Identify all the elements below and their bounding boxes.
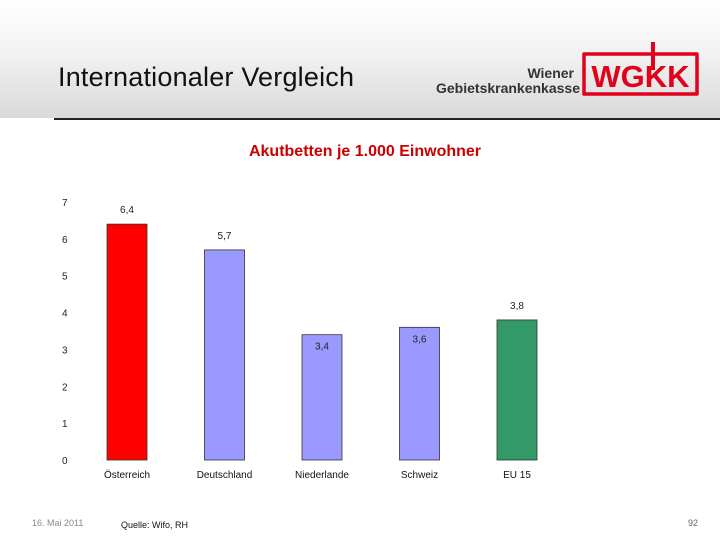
- category-label: Deutschland: [197, 470, 253, 481]
- bar: [204, 249, 245, 461]
- footer-source: Quelle: Wifo, RH: [121, 520, 189, 530]
- bar: [399, 326, 440, 461]
- bar-value-label: 3,8: [510, 301, 524, 312]
- bar-value-label: 3,4: [315, 342, 329, 353]
- category-label: EU 15: [503, 470, 531, 481]
- page-number: 92: [687, 518, 698, 528]
- bar-value-label: 3,6: [413, 334, 427, 345]
- bar: [106, 223, 148, 461]
- category-label: Schweiz: [401, 470, 438, 481]
- organization-name-line2: Gebietskrankenkasse: [436, 80, 580, 96]
- y-tick-label: 3: [62, 345, 68, 356]
- category-label: Österreich: [104, 469, 150, 481]
- slide-title: Internationaler Vergleich: [58, 62, 355, 92]
- y-tick-label: 1: [62, 419, 68, 430]
- y-tick-label: 5: [62, 272, 68, 283]
- wgkk-logo-icon: WGKK: [582, 42, 699, 96]
- y-tick-label: 6: [62, 235, 68, 246]
- bar-chart: 0 1 2 3 4 5 6 7 6,4 Österreich 5,7 Deutschland 3,4 Ni…: [62, 198, 562, 481]
- bar: [301, 334, 343, 461]
- y-tick-label: 0: [62, 456, 68, 467]
- bar: [496, 319, 538, 461]
- chart-title: Akutbetten je 1.000 Einwohner: [248, 143, 482, 160]
- y-tick-label: 4: [62, 309, 68, 320]
- bar-value-label: 5,7: [218, 231, 232, 242]
- organization-name: Wiener Gebietskrankenkasse: [436, 65, 580, 96]
- header-divider: [54, 118, 720, 120]
- organization-name-line1: Wiener: [527, 65, 574, 81]
- category-label: Niederlande: [295, 470, 349, 481]
- bar-value-label: 6,4: [120, 205, 134, 216]
- y-tick-label: 7: [62, 198, 68, 209]
- slide-header: [0, 0, 720, 118]
- footer-date: 16. Mai 2011: [32, 518, 84, 528]
- svg-text:WGKK: WGKK: [591, 59, 690, 94]
- y-tick-label: 2: [62, 382, 68, 393]
